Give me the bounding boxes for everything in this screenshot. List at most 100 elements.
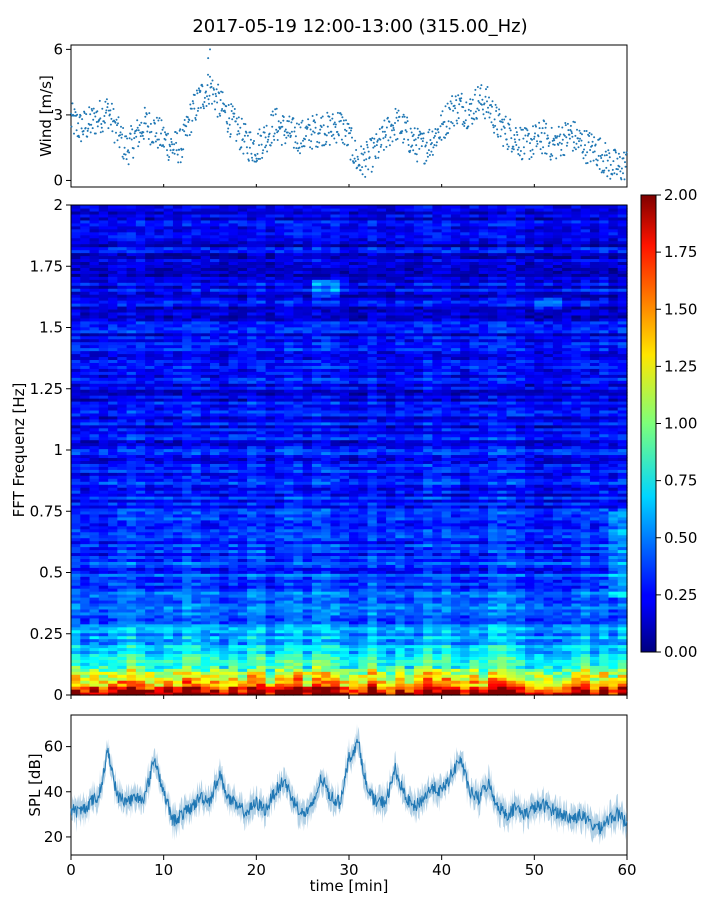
spectrogram-cell [349,599,359,604]
wind-point [187,121,190,123]
spectrogram-cell [478,605,489,610]
spectrogram-cell [172,608,183,613]
spectrogram-cell [432,623,443,628]
spectrogram-cell [404,585,415,589]
spectrogram-cell [330,653,341,657]
wind-point [343,143,346,146]
wind-point [589,149,592,151]
spectrogram-cell [460,614,471,619]
wind-point [210,85,213,88]
wind-point [398,115,401,118]
wind-point [481,108,484,111]
wind-point [616,168,619,171]
spectrogram-cell [497,564,508,568]
wind-point [475,117,478,120]
spectrogram-cell [497,653,508,657]
spectrogram-cell [432,689,443,693]
wind-point [182,148,185,151]
wind-point [412,133,415,136]
spectrogram-cell [488,605,498,610]
spectrogram-cell [311,602,322,607]
spectrogram-cell [89,632,100,637]
spectrogram-cell [228,677,239,681]
spectrogram-cell [515,594,526,598]
spectrogram-cell [376,692,387,696]
wind-point [455,119,458,122]
spectrogram-cell [404,576,415,580]
spectrogram-cell [191,570,202,574]
wind-point [583,130,586,132]
spectrogram-cell [274,638,285,643]
spectrogram-cell [311,567,322,571]
wind-point [80,127,83,130]
spectrogram-cell [404,629,415,634]
spectrogram-cell [599,659,610,663]
spectrogram-cell [395,594,406,598]
wind-point [378,128,381,130]
wind-point [322,124,325,127]
spectrogram-cell [571,656,582,660]
wind-point [324,143,327,146]
spectrogram-cell [154,680,165,684]
spectrogram-cell [395,576,406,580]
spectrogram-cell [182,659,193,663]
spectrogram-cell [534,570,545,574]
wind-point [602,171,605,174]
wind-point [372,141,375,144]
spectrogram-cell [163,561,174,565]
spectrogram-cell [404,635,415,640]
spectrogram-cell [608,647,619,652]
wind-point [78,116,81,119]
wind-point [614,151,617,154]
spectrogram-cell [311,674,322,678]
spectrogram-cell [89,626,100,631]
spectrogram-cell [154,591,165,595]
wind-point [228,117,231,120]
spectrogram-cell [172,686,183,690]
wind-point [208,94,211,97]
spectrogram-cell [580,635,591,640]
spectrogram-cell [395,683,406,687]
wind-point [540,131,543,134]
wind-point [227,127,230,130]
spectrogram-cell [265,668,276,672]
spectrogram-cell [450,680,461,684]
spectrogram-cell [200,620,211,625]
spectrogram-cell [284,591,294,595]
spectrogram-cell [210,647,220,652]
wind-point [604,150,607,153]
spectrogram-cell [89,638,100,643]
spectrogram-cell [237,659,248,663]
wind-point [265,144,268,147]
wind-point [377,150,380,153]
wind-point [95,121,98,123]
spectrogram-cell [580,588,591,592]
spectrogram-cell [172,632,183,637]
spectrogram-cell [135,585,146,589]
spectrogram-cell [145,668,155,672]
spectrogram-cell [497,573,508,577]
wind-point [451,122,454,125]
wind-point [623,178,626,181]
wind-point [156,146,159,149]
wind-point [600,171,603,174]
wind-point [442,123,444,126]
wind-point [275,107,278,110]
spectrogram-cell [432,683,443,687]
spectrogram-cell [460,680,471,684]
wind-point [450,102,453,105]
wind-point [543,132,546,135]
wind-point [78,136,81,139]
spectrogram-cell [163,591,174,595]
wind-point [87,127,90,130]
spectrogram-cell [135,561,146,565]
spectrogram-cell [172,626,183,631]
spectrogram-cell [552,623,563,628]
spectrogram-cell [256,665,267,669]
spectrogram-cell [562,683,572,687]
spectrogram-cell [210,650,220,655]
spectrogram-cell [432,582,443,586]
wind-point [118,146,121,149]
wind-point [512,148,515,151]
spectrogram-cell [506,611,517,616]
